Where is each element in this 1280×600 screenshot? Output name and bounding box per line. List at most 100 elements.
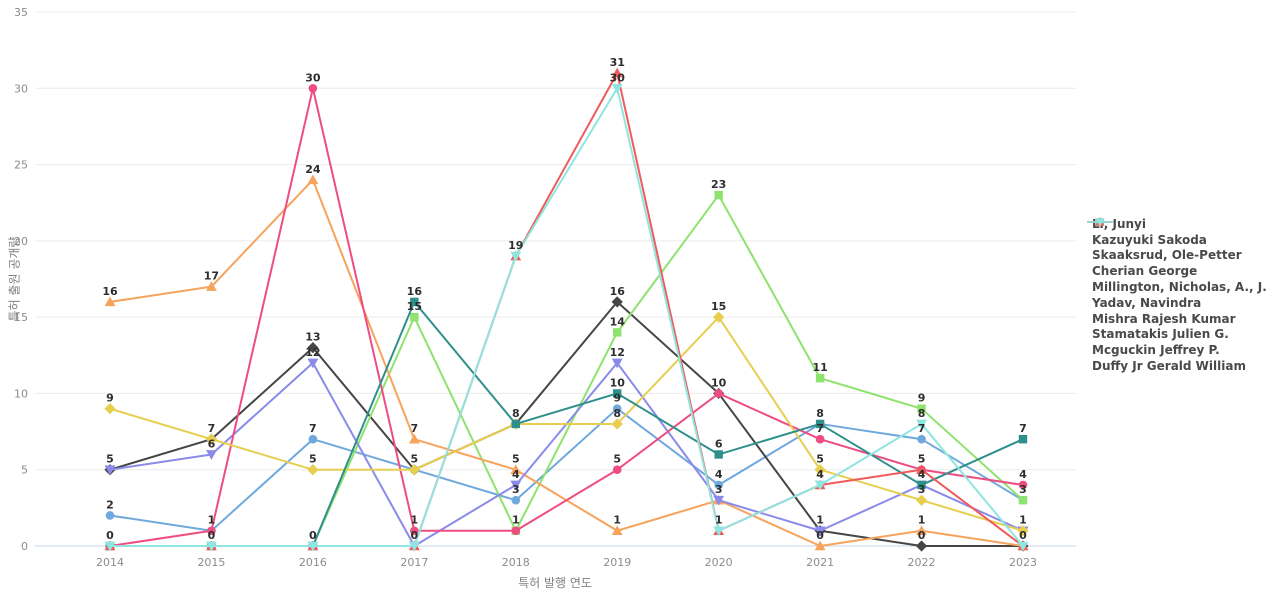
- data-point-label: 5: [512, 453, 520, 466]
- legend-item: Cherian George: [1086, 217, 1267, 279]
- data-point-duffy-jr-gerald-william: [307, 541, 319, 552]
- x-tick-label: 2022: [908, 556, 936, 569]
- data-point-stamatakis-julien-g: [511, 419, 520, 429]
- data-point-label: 7: [816, 422, 824, 435]
- data-point-cherian-george: [104, 296, 116, 307]
- data-point-label: 10: [610, 376, 626, 389]
- legend-item: Kazuyuki Sakoda: [1086, 217, 1267, 248]
- series-line-mcguckin-jeffrey-p: [109, 72, 1024, 547]
- data-point-label: 30: [305, 71, 321, 84]
- series-mcguckin-jeffrey-p: [104, 67, 1029, 551]
- data-point-duffy-jr-gerald-william: [206, 541, 217, 552]
- data-point-duffy-jr-gerald-william: [104, 541, 116, 552]
- x-tick-label: 2014: [96, 556, 124, 569]
- data-point-label: 7: [1019, 422, 1027, 435]
- legend-label: Duffy Jr Gerald William: [1092, 359, 1246, 374]
- data-point-mishra-rajesh-kumar: [713, 311, 725, 323]
- legend-label: Millington, Nicholas, A., J.: [1092, 280, 1267, 295]
- data-point-li-junyi: [105, 511, 115, 520]
- data-point-skaaksrud-ole-petter: [1018, 496, 1028, 505]
- legend-label: Kazuyuki Sakoda: [1092, 232, 1207, 247]
- legend-label: Mishra Rajesh Kumar: [1092, 311, 1236, 326]
- data-point-stamatakis-julien-g: [917, 480, 926, 490]
- data-point-mishra-rajesh-kumar: [915, 494, 928, 506]
- x-tick-label: 2019: [603, 556, 631, 569]
- data-point-stamatakis-julien-g: [613, 389, 622, 398]
- data-point-label: 1: [816, 514, 824, 527]
- data-point-mcguckin-jeffrey-p: [611, 67, 623, 78]
- data-point-li-junyi: [511, 495, 521, 505]
- data-point-duffy-jr-gerald-william: [510, 251, 522, 262]
- data-point-yadav-navindra: [207, 526, 216, 536]
- data-point-label: 4: [918, 468, 926, 481]
- legend-item: Skaaksrud, Ole-Petter: [1086, 218, 1267, 264]
- series-line-li-junyi: [109, 407, 1024, 532]
- data-point-skaaksrud-ole-petter: [613, 328, 622, 337]
- data-point-label: 5: [309, 453, 317, 466]
- data-point-label: 14: [610, 315, 626, 328]
- data-point-label: 16: [610, 285, 626, 298]
- data-point-label: 3: [715, 483, 723, 496]
- data-point-label: 7: [918, 422, 926, 435]
- data-point-label: 1: [411, 514, 419, 527]
- data-point-label: 4: [715, 468, 723, 481]
- x-tick-label: 2023: [1009, 556, 1037, 569]
- x-axis-title: 특허 발행 연도: [518, 576, 592, 590]
- data-point-yadav-navindra: [612, 465, 622, 475]
- legend-marker-sample: [1095, 218, 1105, 227]
- data-point-millington-nicholas-a-j: [713, 495, 725, 506]
- data-point-label: 9: [106, 392, 114, 405]
- data-point-cherian-george: [206, 281, 217, 291]
- data-point-li-junyi: [612, 404, 622, 413]
- data-point-label: 1: [613, 514, 621, 527]
- data-point-label: 5: [613, 453, 621, 466]
- data-point-label: 3: [1019, 483, 1027, 496]
- data-point-li-junyi: [308, 434, 318, 444]
- data-point-label: 15: [407, 300, 422, 313]
- data-point-label: 5: [411, 453, 419, 466]
- x-tick-label: 2020: [705, 556, 733, 569]
- data-point-millington-nicholas-a-j: [104, 465, 116, 476]
- y-tick-label: 5: [21, 464, 28, 477]
- data-point-li-junyi: [917, 434, 926, 444]
- data-point-mishra-rajesh-kumar: [307, 464, 319, 476]
- data-point-li-junyi: [714, 480, 723, 490]
- x-tick-label: 2016: [299, 556, 327, 569]
- y-tick-label: 15: [14, 311, 28, 324]
- legend-item: Stamatakis Julien G.: [1086, 218, 1267, 343]
- chart-legend: Li, Junyi Kazuyuki Sakoda Skaaksrud, Ole-P…: [1086, 216, 1267, 374]
- data-point-millington-nicholas-a-j: [307, 358, 319, 369]
- data-point-mishra-rajesh-kumar: [1017, 525, 1029, 537]
- y-tick-label: 20: [14, 235, 28, 248]
- series-mishra-rajesh-kumar: [104, 311, 1029, 537]
- data-point-kazuyuki-sakoda: [611, 296, 623, 308]
- legend-label: Li, Junyi: [1092, 216, 1146, 231]
- data-point-duffy-jr-gerald-william: [1017, 541, 1029, 552]
- data-point-label: 0: [106, 529, 114, 542]
- data-point-label: 6: [208, 437, 216, 450]
- data-point-stamatakis-julien-g: [714, 450, 723, 459]
- legend-label: Mcguckin Jeffrey P.: [1092, 343, 1220, 358]
- x-tick-label: 2021: [806, 556, 834, 569]
- data-point-cherian-george: [510, 464, 522, 475]
- data-point-duffy-jr-gerald-william: [916, 419, 927, 430]
- legend-label: Stamatakis Julien G.: [1092, 327, 1229, 342]
- y-tick-label: 30: [14, 82, 28, 95]
- data-point-mishra-rajesh-kumar: [408, 464, 420, 476]
- data-point-millington-nicholas-a-j: [814, 526, 826, 537]
- legend-label: Yadav, Navindra: [1092, 295, 1202, 310]
- data-point-label: 8: [918, 407, 926, 420]
- data-point-label: 7: [208, 422, 216, 435]
- data-point-label: 7: [309, 422, 317, 435]
- data-point-label: 9: [918, 392, 926, 405]
- data-point-skaaksrud-ole-petter: [815, 373, 825, 383]
- data-point-stamatakis-julien-g: [815, 419, 825, 429]
- data-point-yadav-navindra: [410, 526, 419, 536]
- data-point-label: 10: [711, 376, 727, 389]
- data-point-label: 17: [204, 270, 219, 283]
- data-point-stamatakis-julien-g: [1018, 435, 1028, 444]
- legend-item: Duffy Jr Gerald William: [1086, 218, 1267, 374]
- legend-marker-icon: [1087, 218, 1113, 227]
- legend-label: Skaaksrud, Ole-Petter: [1092, 248, 1242, 263]
